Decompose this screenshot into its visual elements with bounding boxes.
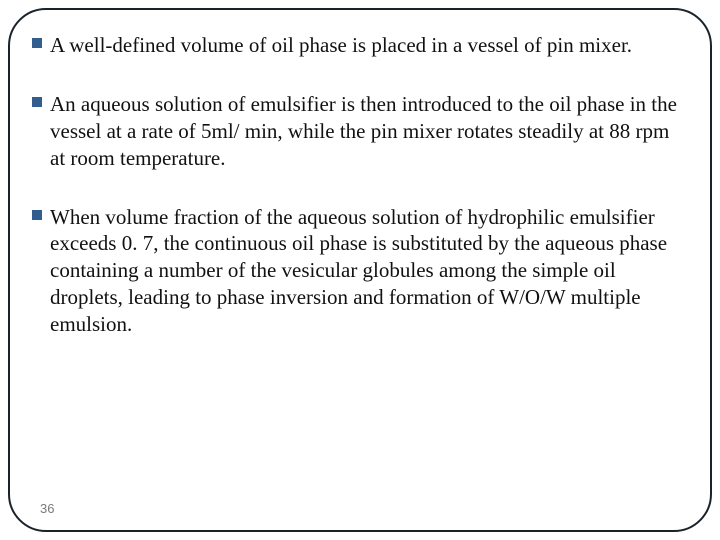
list-item: When volume fraction of the aqueous solu… <box>32 204 688 338</box>
slide-frame: A well-defined volume of oil phase is pl… <box>8 8 712 532</box>
page-number: 36 <box>40 501 54 516</box>
slide: A well-defined volume of oil phase is pl… <box>0 0 720 540</box>
bullet-text: A well-defined volume of oil phase is pl… <box>50 33 632 57</box>
bullet-list: A well-defined volume of oil phase is pl… <box>32 32 688 338</box>
list-item: An aqueous solution of emulsifier is the… <box>32 91 688 172</box>
bullet-text: An aqueous solution of emulsifier is the… <box>50 92 677 170</box>
bullet-text: When volume fraction of the aqueous solu… <box>50 205 667 337</box>
list-item: A well-defined volume of oil phase is pl… <box>32 32 688 59</box>
